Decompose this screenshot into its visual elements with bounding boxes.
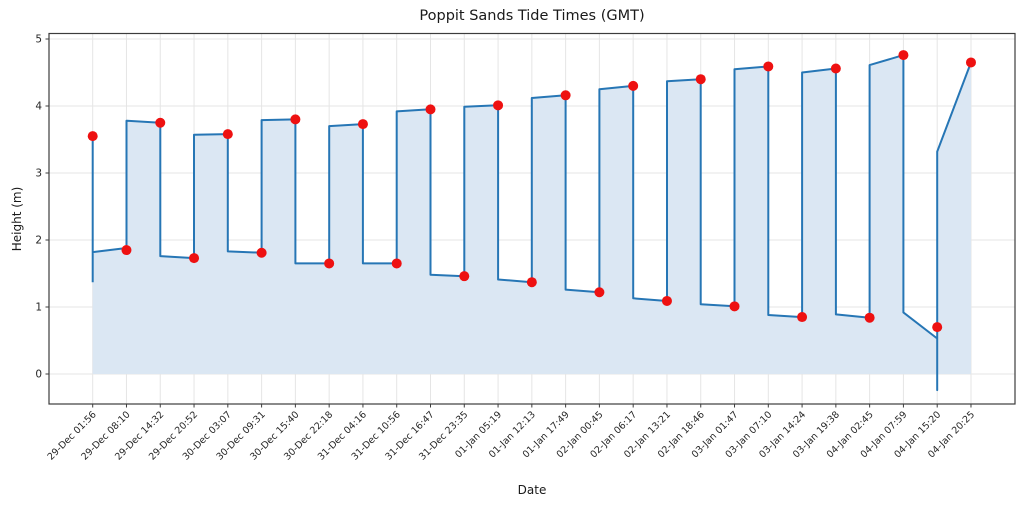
tide-high-marker [628,80,639,91]
tide-low-marker [661,295,672,306]
tide-high-marker [425,104,436,115]
y-tick-label: 1 [35,302,42,314]
tide-high-marker [763,61,774,72]
tide-high-marker [695,74,706,85]
tide-low-marker [391,258,402,269]
y-tick-label: 4 [35,101,42,113]
tide-high-marker [222,129,233,140]
tide-high-marker [560,90,571,101]
tide-low-marker [256,247,267,258]
y-tick-label: 3 [35,168,42,180]
tide-low-marker [594,287,605,298]
tide-high-marker [87,131,98,142]
tide-high-marker [357,119,368,130]
tide-low-marker [932,322,943,333]
tide-high-marker [290,114,301,125]
y-tick-label: 5 [35,34,42,46]
y-tick-label: 0 [35,369,42,381]
tide-high-marker [898,50,909,61]
tide-low-marker [189,253,200,264]
tide-high-marker [493,100,504,111]
tide-low-marker [864,312,875,323]
tide-low-marker [526,277,537,288]
tide-high-marker [965,57,976,68]
tide-low-marker [324,258,335,269]
y-axis-label: Height (m) [10,186,24,252]
x-axis-label: Date [517,483,547,497]
tide-low-marker [121,245,132,256]
y-tick-label: 2 [35,235,42,247]
chart-title: Poppit Sands Tide Times (GMT) [419,8,645,24]
tide-high-marker [830,63,841,74]
tide-low-marker [797,312,808,323]
tide-high-marker [155,117,166,128]
tide-low-marker [729,301,740,312]
tide-low-marker [459,271,470,282]
